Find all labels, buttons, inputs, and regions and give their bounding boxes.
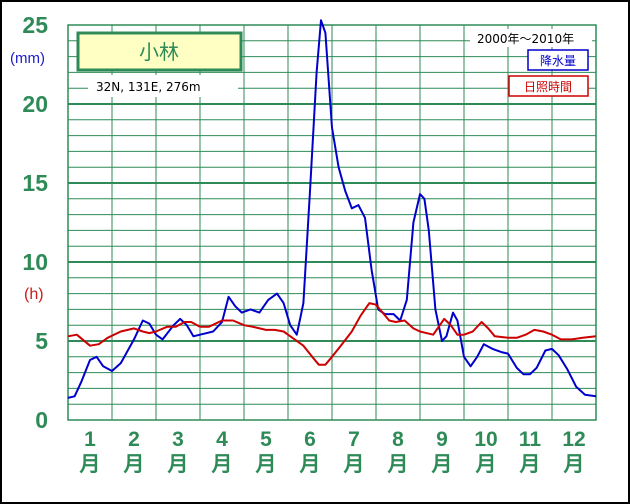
x-tick-label-unit: 月 [123, 453, 145, 476]
x-tick-label-number: 2 [128, 428, 140, 451]
legend: 降水量 日照時間 [508, 49, 589, 97]
x-tick-label-number: 4 [216, 428, 228, 451]
x-tick-label-number: 3 [172, 428, 184, 451]
x-tick-label-number: 1 [84, 428, 96, 451]
x-tick-label-number: 6 [304, 428, 316, 451]
legend-sun-label: 日照時間 [524, 80, 572, 94]
y-tick-label: 25 [22, 12, 48, 38]
x-tick-label-unit: 月 [255, 453, 277, 476]
x-tick-label-number: 12 [562, 428, 585, 451]
location-bg [88, 75, 238, 97]
series-line-日照時間 [67, 302, 597, 366]
y-tick-labels: 0 5 10 15 20 25 [22, 12, 48, 433]
y-unit-precip: (mm) [10, 50, 45, 67]
y-unit-sunshine: (h) [24, 286, 44, 303]
y-tick-label: 10 [22, 249, 48, 275]
period-text: 2000年～2010年 [477, 32, 574, 46]
x-tick-label-number: 10 [474, 428, 497, 451]
series-layer [67, 19, 597, 399]
legend-precip-box [527, 49, 589, 71]
x-tick-label-number: 8 [392, 428, 404, 451]
x-tick-label-number: 11 [519, 428, 542, 451]
y-tick-label: 20 [22, 91, 48, 117]
x-tick-label-unit: 月 [387, 453, 409, 476]
x-tick-label-unit: 月 [299, 453, 321, 476]
title-box: 小林 [76, 31, 243, 72]
x-tick-label-number: 5 [260, 428, 272, 451]
y-tick-label: 0 [35, 407, 48, 433]
x-tick-label-unit: 月 [475, 453, 497, 476]
x-tick-label-number: 9 [436, 428, 448, 451]
x-tick-label-unit: 月 [343, 453, 365, 476]
chart-title: 小林 [139, 40, 179, 64]
y-tick-label: 15 [22, 170, 48, 196]
x-tick-label-unit: 月 [211, 453, 233, 476]
location-text: 32N, 131E, 276m [96, 80, 201, 94]
legend-sun-box [508, 75, 589, 97]
x-tick-label-unit: 月 [519, 453, 541, 476]
title-box-frame [76, 31, 243, 72]
x-tick-label-unit: 月 [79, 453, 101, 476]
legend-precip-label: 降水量 [540, 54, 576, 68]
x-tick-label-number: 7 [348, 428, 360, 451]
x-tick-label-unit: 月 [167, 453, 189, 476]
period-bg [470, 29, 592, 47]
x-tick-label-unit: 月 [563, 453, 585, 476]
series-line-降水量 [67, 19, 597, 399]
x-tick-label-unit: 月 [431, 453, 453, 476]
y-tick-label: 5 [35, 328, 48, 354]
